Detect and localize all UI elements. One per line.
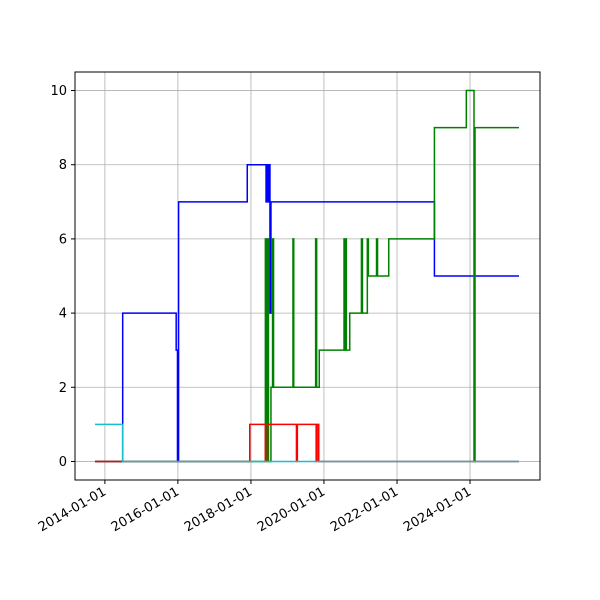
y-tick-label: 8 xyxy=(59,158,67,173)
series-line xyxy=(94,163,520,463)
y-tick-label: 6 xyxy=(59,232,67,247)
y-tick-label: 0 xyxy=(59,455,67,470)
axes-frame xyxy=(74,71,541,481)
y-tick-label: 4 xyxy=(59,307,67,322)
y-tick-label: 2 xyxy=(59,381,67,396)
series-line xyxy=(94,423,520,463)
y-tick-label: 10 xyxy=(50,84,67,99)
plot-area xyxy=(94,89,520,463)
